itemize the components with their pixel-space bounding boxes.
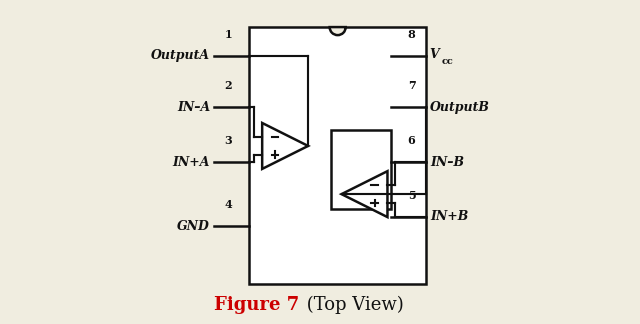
Text: 8: 8 bbox=[408, 29, 415, 40]
Polygon shape bbox=[342, 171, 387, 217]
Text: 2: 2 bbox=[225, 80, 232, 91]
Text: IN–B: IN–B bbox=[430, 156, 464, 168]
Text: 6: 6 bbox=[408, 135, 415, 146]
Text: IN–A: IN–A bbox=[177, 101, 210, 114]
Text: GND: GND bbox=[177, 220, 210, 233]
Text: (Top View): (Top View) bbox=[301, 296, 403, 314]
Text: OutputB: OutputB bbox=[430, 101, 490, 114]
Bar bbox=[250, 27, 426, 284]
Text: 1: 1 bbox=[225, 29, 232, 40]
Text: IN+B: IN+B bbox=[430, 210, 468, 223]
Bar bbox=[332, 130, 390, 209]
Text: cc: cc bbox=[442, 57, 453, 66]
Text: 3: 3 bbox=[225, 135, 232, 146]
Text: V: V bbox=[429, 48, 439, 61]
Text: 7: 7 bbox=[408, 80, 415, 91]
Text: Figure 7: Figure 7 bbox=[214, 296, 299, 314]
Text: 4: 4 bbox=[225, 199, 232, 210]
Text: OutputA: OutputA bbox=[151, 50, 210, 63]
Text: IN+A: IN+A bbox=[173, 156, 210, 168]
Polygon shape bbox=[262, 123, 308, 169]
Wedge shape bbox=[330, 27, 346, 35]
Text: 5: 5 bbox=[408, 190, 415, 201]
